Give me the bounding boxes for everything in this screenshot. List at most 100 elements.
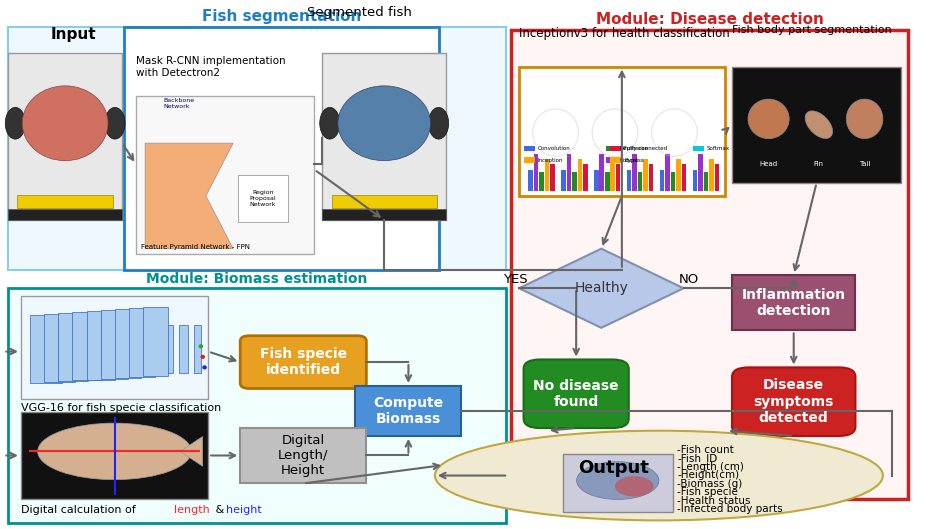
Bar: [732, 67, 901, 183]
Bar: [616, 164, 620, 190]
Text: -Fish specie: -Fish specie: [677, 487, 738, 497]
Bar: [523, 158, 534, 163]
Ellipse shape: [105, 107, 125, 139]
Bar: [87, 311, 115, 379]
Text: Inception: Inception: [537, 158, 563, 162]
Text: Module: Biomass estimation: Module: Biomass estimation: [146, 271, 368, 286]
Text: Fish body part segmentation: Fish body part segmentation: [732, 25, 892, 35]
Bar: [179, 325, 188, 372]
Ellipse shape: [435, 431, 883, 521]
Text: Bypass: Bypass: [624, 158, 643, 162]
Bar: [660, 169, 665, 190]
Text: No disease
found: No disease found: [533, 379, 619, 409]
Bar: [101, 310, 128, 379]
Ellipse shape: [37, 423, 192, 480]
Bar: [709, 159, 714, 190]
Bar: [8, 27, 506, 270]
Text: Disease
symptoms
detected: Disease symptoms detected: [753, 378, 834, 425]
Ellipse shape: [22, 86, 108, 161]
Bar: [594, 169, 599, 190]
Text: Fully connected: Fully connected: [624, 146, 668, 151]
Bar: [20, 412, 209, 499]
Ellipse shape: [200, 355, 205, 359]
Bar: [20, 296, 209, 399]
Bar: [8, 53, 122, 220]
Bar: [322, 53, 446, 220]
Bar: [666, 154, 670, 190]
Bar: [523, 146, 534, 151]
Text: Fin: Fin: [814, 161, 824, 167]
Bar: [539, 172, 544, 190]
Bar: [8, 288, 506, 523]
Bar: [611, 159, 615, 190]
Bar: [8, 209, 122, 220]
Bar: [545, 159, 549, 190]
Text: Backbone
Network: Backbone Network: [164, 98, 195, 109]
Bar: [163, 325, 173, 372]
FancyBboxPatch shape: [523, 360, 628, 428]
Bar: [577, 159, 582, 190]
Ellipse shape: [202, 365, 207, 369]
Bar: [356, 386, 461, 436]
Bar: [606, 146, 617, 151]
Ellipse shape: [319, 107, 340, 139]
Ellipse shape: [198, 344, 203, 349]
Text: -Fish_ID: -Fish_ID: [677, 453, 718, 464]
Ellipse shape: [748, 99, 789, 139]
Ellipse shape: [6, 107, 25, 139]
Bar: [136, 96, 315, 254]
Text: height: height: [226, 505, 263, 515]
Bar: [519, 67, 724, 196]
Text: Module: Disease detection: Module: Disease detection: [596, 12, 824, 27]
Text: Softmax: Softmax: [707, 146, 730, 151]
Bar: [563, 454, 672, 513]
Bar: [143, 307, 168, 376]
Text: Output: Output: [578, 459, 649, 477]
Text: Feature Pyramid Network - FPN: Feature Pyramid Network - FPN: [141, 244, 250, 250]
Bar: [704, 172, 708, 190]
Text: -Infected body parts: -Infected body parts: [677, 504, 783, 514]
Ellipse shape: [805, 111, 832, 139]
Bar: [693, 169, 697, 190]
Ellipse shape: [338, 86, 430, 161]
Bar: [533, 154, 538, 190]
Bar: [698, 154, 703, 190]
Bar: [528, 169, 533, 190]
Text: Mask R-CNN implementation
with Detectron2: Mask R-CNN implementation with Detectron…: [136, 56, 286, 78]
Bar: [550, 164, 555, 190]
Bar: [693, 146, 704, 151]
Text: -Height(cm): -Height(cm): [677, 470, 739, 480]
Bar: [638, 172, 642, 190]
Bar: [30, 315, 62, 383]
Text: Healthy: Healthy: [574, 281, 628, 295]
Bar: [732, 275, 856, 331]
Bar: [670, 172, 675, 190]
Bar: [129, 308, 155, 377]
Bar: [17, 195, 114, 208]
Polygon shape: [180, 436, 203, 466]
Bar: [605, 172, 610, 190]
Bar: [681, 164, 686, 190]
Ellipse shape: [576, 462, 659, 499]
Bar: [583, 164, 587, 190]
Bar: [611, 146, 621, 151]
Text: Inflammation
detection: Inflammation detection: [742, 288, 845, 318]
Bar: [44, 314, 75, 382]
Bar: [59, 313, 88, 381]
Text: Segmented fish: Segmented fish: [306, 6, 412, 19]
Bar: [643, 159, 648, 190]
Bar: [627, 169, 631, 190]
Text: Concat: Concat: [620, 158, 639, 162]
Bar: [649, 164, 654, 190]
Bar: [561, 169, 566, 190]
Bar: [600, 154, 604, 190]
Bar: [511, 30, 909, 499]
Text: Fish specie
identified: Fish specie identified: [260, 347, 347, 377]
Text: -Length (cm): -Length (cm): [677, 462, 744, 472]
Polygon shape: [519, 249, 683, 328]
Ellipse shape: [846, 99, 883, 139]
Text: Digital
Length/
Height: Digital Length/ Height: [278, 434, 329, 477]
Polygon shape: [145, 143, 233, 249]
Text: &: &: [212, 505, 227, 515]
Text: Tail: Tail: [859, 161, 870, 167]
